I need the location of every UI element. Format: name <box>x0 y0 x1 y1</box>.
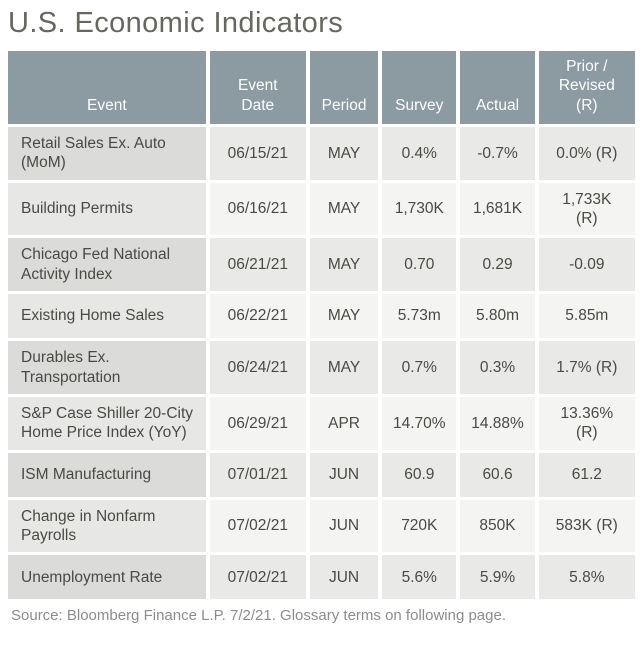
event-date-cell: 06/29/21 <box>209 396 306 450</box>
event-cell: Change in Nonfarm Payrolls <box>8 499 206 553</box>
column-header-survey: Survey <box>382 50 457 124</box>
survey-cell: 60.9 <box>382 452 457 497</box>
prior-revised-cell: 61.2 <box>538 452 635 497</box>
period-cell: MAY <box>309 238 379 292</box>
source-note: Source: Bloomberg Finance L.P. 7/2/21. G… <box>11 607 506 625</box>
table-header: Event Event Date Period Survey Actual Pr… <box>8 50 635 124</box>
actual-cell: 1,681K <box>460 182 535 236</box>
period-cell: JUN <box>309 555 379 600</box>
column-header-period: Period <box>309 50 379 124</box>
period-cell: MAY <box>309 126 379 180</box>
table-row: Change in Nonfarm Payrolls 07/02/21 JUN … <box>8 499 635 553</box>
event-cell: S&P Case Shiller 20-City Home Price Inde… <box>8 396 206 450</box>
event-date-cell: 06/16/21 <box>209 182 306 236</box>
actual-cell: 14.88% <box>460 396 535 450</box>
header-row: Event Event Date Period Survey Actual Pr… <box>8 50 635 124</box>
table-row: ISM Manufacturing 07/01/21 JUN 60.9 60.6… <box>8 452 635 497</box>
event-cell: Existing Home Sales <box>8 294 206 339</box>
period-cell: JUN <box>309 499 379 553</box>
event-date-cell: 06/22/21 <box>209 294 306 339</box>
event-date-cell: 07/01/21 <box>209 452 306 497</box>
prior-revised-cell: 1,733K (R) <box>538 182 635 236</box>
period-cell: MAY <box>309 341 379 394</box>
event-cell: Durables Ex. Transportation <box>8 341 206 394</box>
actual-cell: 60.6 <box>460 452 535 497</box>
prior-revised-cell: 5.85m <box>538 294 635 339</box>
page-title: U.S. Economic Indicators <box>8 7 344 39</box>
period-cell: MAY <box>309 182 379 236</box>
actual-cell: 5.80m <box>460 294 535 339</box>
prior-revised-cell: 1.7% (R) <box>538 341 635 394</box>
event-cell: Unemployment Rate <box>8 555 206 600</box>
survey-cell: 0.7% <box>382 341 457 394</box>
prior-revised-cell: 5.8% <box>538 555 635 600</box>
actual-cell: 5.9% <box>460 555 535 600</box>
actual-cell: -0.7% <box>460 126 535 180</box>
column-header-event: Event <box>8 50 206 124</box>
actual-cell: 0.3% <box>460 341 535 394</box>
economic-indicators-table: Event Event Date Period Survey Actual Pr… <box>4 48 639 603</box>
event-date-cell: 07/02/21 <box>209 499 306 553</box>
survey-cell: 5.73m <box>382 294 457 339</box>
table-row: Building Permits 06/16/21 MAY 1,730K 1,6… <box>8 182 635 236</box>
event-date-cell: 06/24/21 <box>209 341 306 394</box>
table-row: Unemployment Rate 07/02/21 JUN 5.6% 5.9%… <box>8 555 635 600</box>
event-cell: ISM Manufacturing <box>8 452 206 497</box>
survey-cell: 0.70 <box>382 238 457 292</box>
event-date-cell: 07/02/21 <box>209 555 306 600</box>
table-row: Existing Home Sales 06/22/21 MAY 5.73m 5… <box>8 294 635 339</box>
prior-revised-cell: 13.36% (R) <box>538 396 635 450</box>
event-date-cell: 06/21/21 <box>209 238 306 292</box>
period-cell: JUN <box>309 452 379 497</box>
actual-cell: 850K <box>460 499 535 553</box>
survey-cell: 0.4% <box>382 126 457 180</box>
prior-revised-cell: -0.09 <box>538 238 635 292</box>
survey-cell: 5.6% <box>382 555 457 600</box>
event-cell: Retail Sales Ex. Auto (MoM) <box>8 126 206 180</box>
period-cell: MAY <box>309 294 379 339</box>
event-cell: Building Permits <box>8 182 206 236</box>
table-row: Durables Ex. Transportation 06/24/21 MAY… <box>8 341 635 394</box>
prior-revised-cell: 583K (R) <box>538 499 635 553</box>
page: U.S. Economic Indicators Event Event Dat… <box>4 7 639 625</box>
survey-cell: 14.70% <box>382 396 457 450</box>
event-cell: Chicago Fed National Activity Index <box>8 238 206 292</box>
table-row: S&P Case Shiller 20-City Home Price Inde… <box>8 396 635 450</box>
table-row: Chicago Fed National Activity Index 06/2… <box>8 238 635 292</box>
table-body: Retail Sales Ex. Auto (MoM) 06/15/21 MAY… <box>8 126 635 600</box>
actual-cell: 0.29 <box>460 238 535 292</box>
column-header-prior-revised: Prior / Revised (R) <box>538 50 635 124</box>
survey-cell: 720K <box>382 499 457 553</box>
survey-cell: 1,730K <box>382 182 457 236</box>
column-header-event-date: Event Date <box>209 50 306 124</box>
column-header-actual: Actual <box>460 50 535 124</box>
table-row: Retail Sales Ex. Auto (MoM) 06/15/21 MAY… <box>8 126 635 180</box>
prior-revised-cell: 0.0% (R) <box>538 126 635 180</box>
period-cell: APR <box>309 396 379 450</box>
event-date-cell: 06/15/21 <box>209 126 306 180</box>
